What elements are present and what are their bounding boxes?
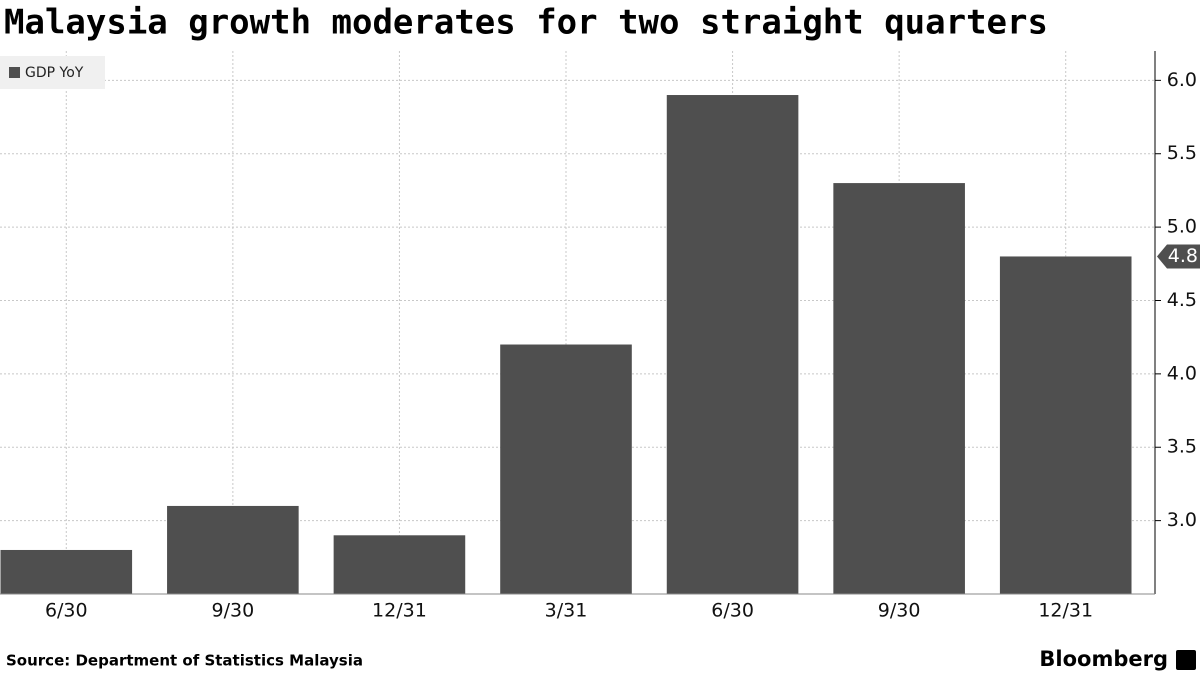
x-tick-label: 9/30 <box>212 600 255 622</box>
bar <box>833 183 965 594</box>
chart-title: Malaysia growth moderates for two straig… <box>4 3 1048 43</box>
y-tick-label: 6.0 <box>1167 69 1197 91</box>
last-value-tag <box>1157 244 1200 269</box>
x-tick-label: 12/31 <box>372 600 427 622</box>
y-tick-label: 3.5 <box>1167 436 1197 458</box>
bar <box>666 95 799 594</box>
x-tick-label: 6/30 <box>711 600 754 622</box>
bar <box>999 256 1132 594</box>
bar <box>167 505 299 594</box>
brand: Bloomberg <box>1039 647 1168 671</box>
y-tick-label: 3.0 <box>1167 509 1197 531</box>
legend-swatch <box>9 67 20 78</box>
y-tick-label: 4.5 <box>1167 289 1197 311</box>
y-tick-label: 5.0 <box>1167 216 1197 238</box>
legend-label: GDP YoY <box>25 65 84 81</box>
x-tick-label: 6/30 <box>45 600 88 622</box>
x-tick-label: 12/31 <box>1038 600 1093 622</box>
bar <box>333 535 466 594</box>
y-tick-label: 4.0 <box>1167 362 1197 384</box>
brand-icon <box>1176 650 1196 670</box>
last-value-label: 4.8 <box>1168 245 1198 267</box>
y-tick-label: 5.5 <box>1167 142 1197 164</box>
source-note: Source: Department of Statistics Malaysi… <box>6 652 363 670</box>
bar <box>0 549 133 594</box>
bar <box>500 344 632 594</box>
x-tick-label: 9/30 <box>878 600 921 622</box>
x-tick-label: 3/31 <box>545 600 588 622</box>
